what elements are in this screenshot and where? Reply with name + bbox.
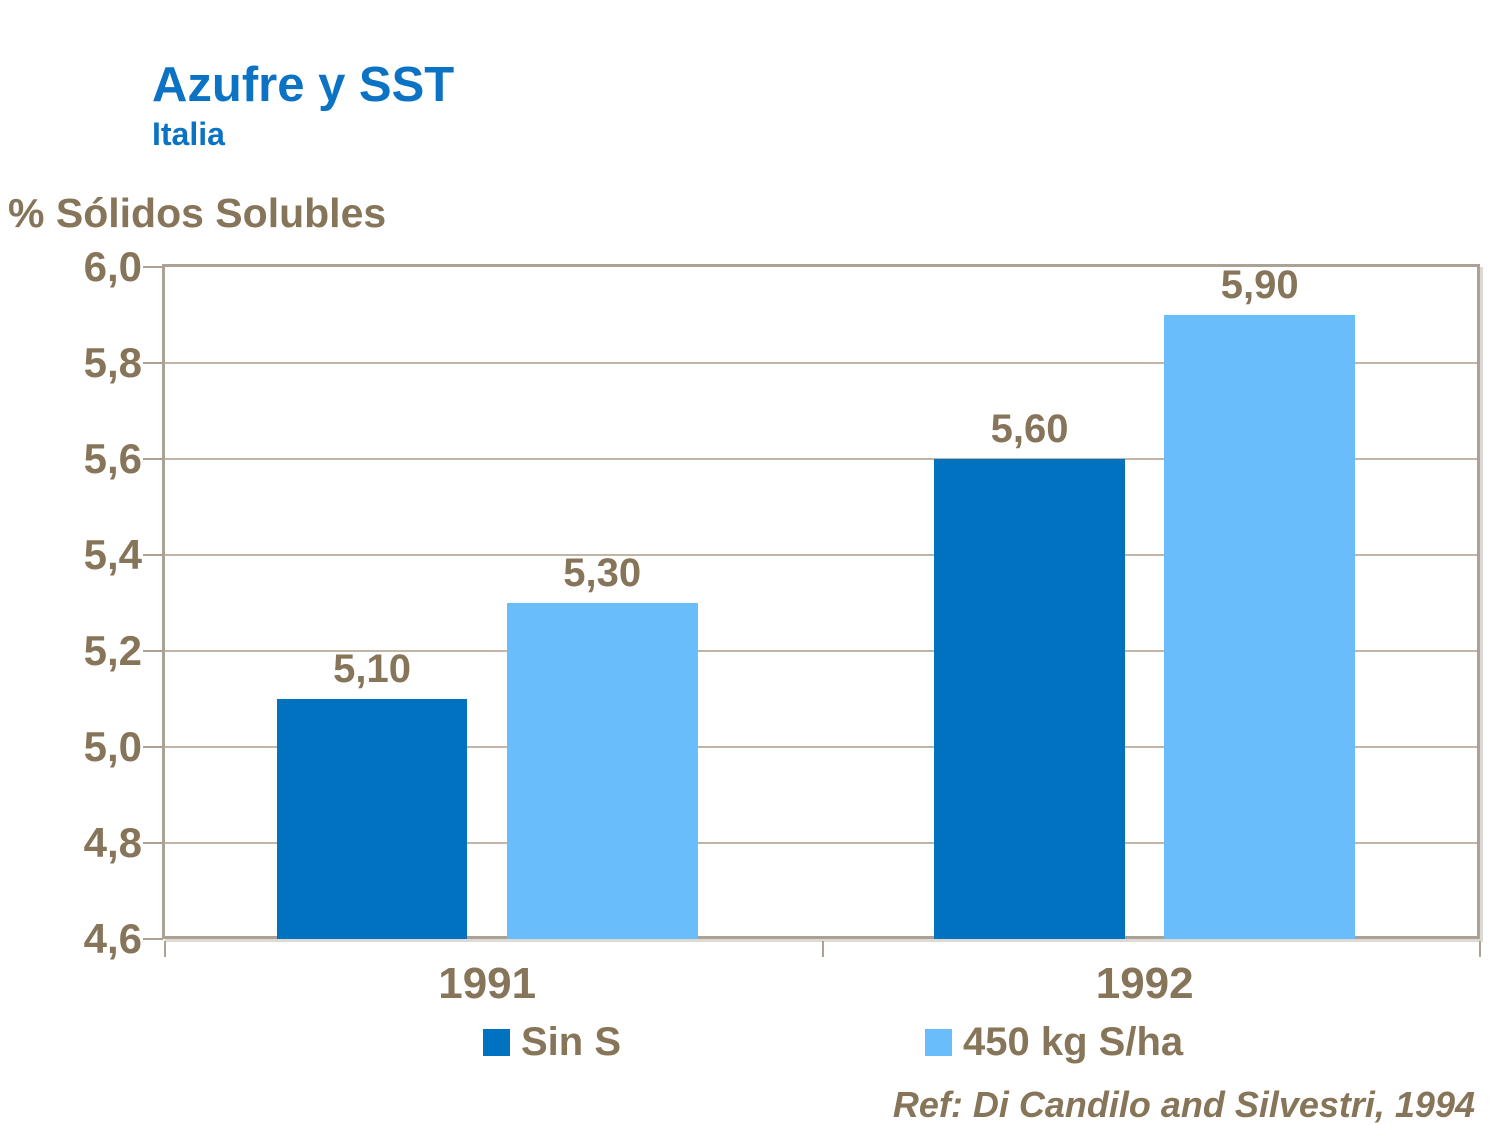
value-label-1992-450-kg-s-ha: 5,90 bbox=[1220, 263, 1299, 307]
y-tick-mark-5,6 bbox=[143, 458, 163, 460]
x-tick-mark-1 bbox=[821, 941, 824, 957]
value-label-1992-sin-s: 5,60 bbox=[990, 407, 1069, 451]
category-label-1992: 1992 bbox=[1095, 959, 1194, 1008]
y-tick-label-5,8: 5,8 bbox=[83, 339, 142, 386]
reference-text: Ref: Di Candilo and Silvestri, 1994 bbox=[892, 1084, 1475, 1125]
bar-450-kg-s-ha-1991 bbox=[506, 603, 698, 939]
y-tick-label-4,6: 4,6 bbox=[83, 915, 142, 962]
y-tick-label-5,0: 5,0 bbox=[83, 723, 142, 770]
legend-swatch-sin-s bbox=[483, 1028, 510, 1056]
gridline-4,8 bbox=[165, 842, 1477, 844]
y-tick-label-5,6: 5,6 bbox=[83, 435, 142, 482]
gridline-5,4 bbox=[165, 554, 1477, 556]
x-tick-mark-0 bbox=[164, 941, 166, 957]
chart-subtitle: Italia bbox=[152, 116, 225, 152]
y-tick-mark-6,0 bbox=[143, 266, 163, 268]
gridline-5,2 bbox=[165, 650, 1477, 652]
y-tick-mark-4,8 bbox=[143, 842, 163, 844]
bar-sin-s-1992 bbox=[934, 459, 1125, 939]
y-tick-mark-4,6 bbox=[143, 938, 163, 940]
y-tick-mark-5,4 bbox=[143, 554, 163, 556]
gridline-5,8 bbox=[165, 362, 1477, 364]
legend-item-450-kg-s-ha: 450 kg S/ha bbox=[925, 1018, 1183, 1066]
legend-label-450-kg-s-ha: 450 kg S/ha bbox=[963, 1019, 1184, 1064]
y-tick-mark-5,2 bbox=[143, 650, 163, 652]
y-tick-label-4,8: 4,8 bbox=[83, 819, 142, 866]
y-tick-mark-5,0 bbox=[143, 746, 163, 748]
category-label-1991: 1991 bbox=[438, 959, 537, 1008]
bar-sin-s-1991 bbox=[276, 699, 468, 939]
bar-450-kg-s-ha-1992 bbox=[1164, 315, 1356, 939]
y-axis-label: % Sólidos Solubles bbox=[8, 190, 387, 236]
y-tick-label-6,0: 6,0 bbox=[83, 243, 142, 290]
y-tick-mark-5,8 bbox=[143, 362, 163, 364]
value-label-1991-450-kg-s-ha: 5,30 bbox=[563, 551, 642, 595]
legend-item-sin-s: Sin S bbox=[483, 1018, 621, 1066]
y-tick-label-5,4: 5,4 bbox=[83, 531, 142, 578]
value-label-1991-sin-s: 5,10 bbox=[333, 647, 412, 691]
y-tick-label-5,2: 5,2 bbox=[83, 627, 142, 674]
legend-label-sin-s: Sin S bbox=[521, 1019, 622, 1064]
gridline-5,0 bbox=[165, 746, 1477, 748]
legend-swatch-450-kg-s-ha bbox=[925, 1028, 952, 1056]
chart-title: Azufre y SST bbox=[152, 58, 455, 112]
gridline-5,6 bbox=[165, 458, 1477, 460]
x-tick-mark-end bbox=[1479, 941, 1481, 957]
